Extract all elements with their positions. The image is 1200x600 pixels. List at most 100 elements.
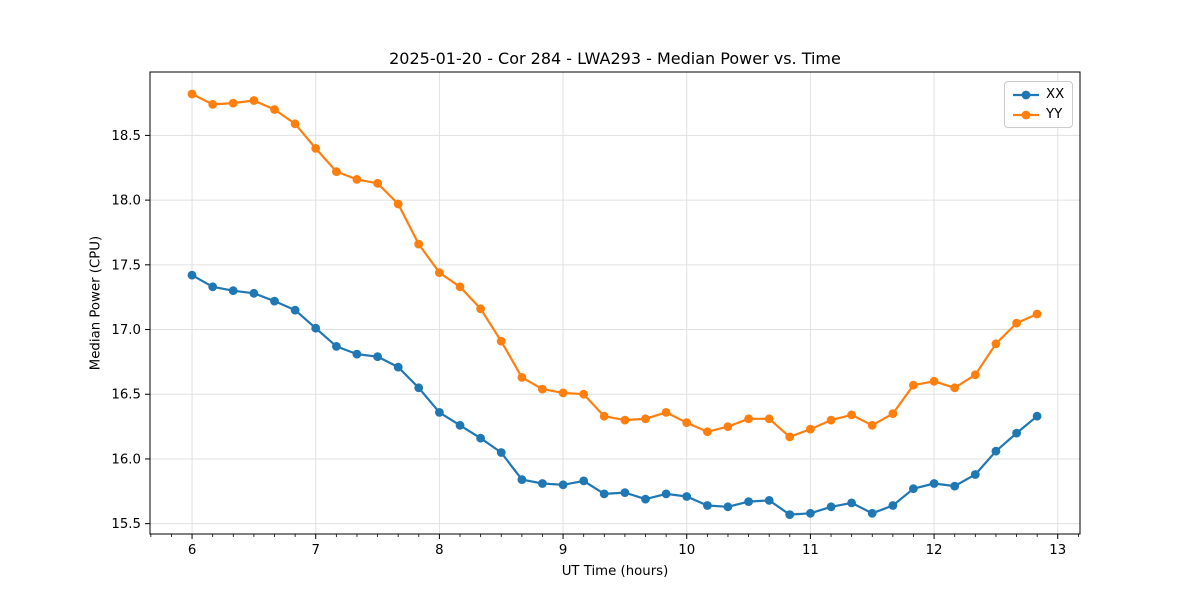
data-point (641, 414, 650, 424)
x-tick-label: 8 (435, 543, 443, 558)
data-point (414, 383, 424, 393)
data-point (538, 479, 547, 488)
data-point (661, 408, 671, 417)
data-point (187, 89, 197, 99)
legend-sample-line-icon (1013, 110, 1039, 119)
data-point (744, 414, 753, 424)
x-tick-label: 9 (559, 543, 567, 558)
axes-frame (149, 71, 1081, 535)
data-point (538, 384, 547, 394)
legend-label-yy: YY (1046, 107, 1063, 122)
legend-sample-line-icon (1013, 90, 1039, 99)
data-point (785, 510, 795, 519)
data-point (579, 476, 589, 486)
y-tick-label: 16.0 (111, 452, 141, 467)
data-point (1012, 428, 1021, 438)
x-tick-label: 7 (311, 543, 319, 558)
series-xx-line (190, 274, 1039, 516)
data-point (414, 239, 424, 249)
data-point (517, 373, 527, 382)
data-point (496, 448, 506, 457)
data-point (249, 288, 259, 298)
data-point (744, 497, 753, 506)
data-point (909, 484, 918, 494)
data-point (950, 481, 960, 491)
data-point (620, 415, 630, 425)
data-point (558, 388, 568, 398)
series-yy-line (190, 92, 1039, 438)
data-point (867, 420, 877, 430)
data-point (703, 427, 712, 437)
data-point (290, 119, 300, 129)
data-point (187, 270, 197, 280)
data-point (476, 433, 485, 443)
data-point (352, 175, 362, 184)
data-point (1032, 309, 1042, 319)
data-point (496, 336, 506, 346)
data-point (991, 339, 1001, 349)
data-point (455, 282, 465, 292)
data-point (208, 282, 218, 292)
legend-item-xx: XX (1012, 87, 1064, 102)
data-point (826, 415, 836, 425)
x-axis-label: UT Time (hours) (561, 564, 669, 579)
data-point (476, 304, 485, 314)
x-tick-label: 6 (188, 543, 196, 558)
data-point (558, 480, 568, 490)
data-point (620, 488, 630, 497)
data-point (270, 105, 279, 114)
data-point (373, 178, 382, 188)
data-point (764, 414, 774, 424)
data-point (270, 296, 279, 306)
data-point (373, 352, 382, 362)
x-tick-label: 11 (802, 543, 819, 558)
data-point (682, 492, 692, 501)
data-point (332, 342, 341, 351)
data-point (909, 380, 918, 390)
data-point (826, 502, 836, 512)
y-tick-label: 17.5 (111, 258, 141, 273)
data-point (599, 489, 609, 499)
data-point (929, 376, 939, 386)
legend: XX YY (1004, 81, 1074, 128)
data-point (393, 199, 403, 209)
data-point (806, 508, 815, 518)
data-point (723, 422, 733, 431)
grid-layer (150, 72, 1080, 534)
legend-label-xx: XX (1046, 87, 1065, 102)
data-point (249, 96, 259, 105)
data-point (888, 409, 898, 418)
y-tick-label: 18.5 (111, 129, 141, 144)
data-point (1032, 411, 1042, 421)
x-tick-label: 12 (926, 543, 943, 558)
data-point (723, 502, 733, 512)
y-tick-label: 16.5 (111, 388, 141, 403)
data-point (599, 411, 609, 421)
data-point (785, 432, 795, 442)
data-point (970, 370, 980, 380)
data-point (311, 323, 321, 333)
data-point (847, 410, 856, 420)
data-point (290, 305, 300, 315)
data-point (228, 98, 238, 108)
series-yy-markers (187, 89, 1042, 442)
data-point (352, 349, 362, 359)
data-point (661, 489, 671, 499)
data-point (311, 144, 321, 153)
data-point (929, 479, 939, 488)
data-point (703, 501, 712, 510)
data-point (517, 475, 527, 484)
data-point (228, 286, 238, 296)
data-point (1012, 318, 1021, 328)
y-axis: 15.5 16.0 16.5 17.0 17.5 18.0 18.5 (111, 129, 150, 532)
data-point (435, 268, 444, 277)
chart-title: 2025-01-20 - Cor 284 - LWA293 - Median P… (389, 49, 841, 68)
data-point (867, 508, 877, 518)
legend-item-yy: YY (1012, 107, 1064, 122)
data-point (764, 496, 774, 505)
data-point (435, 408, 444, 417)
data-point (950, 383, 960, 393)
x-tick-label: 10 (678, 543, 695, 558)
